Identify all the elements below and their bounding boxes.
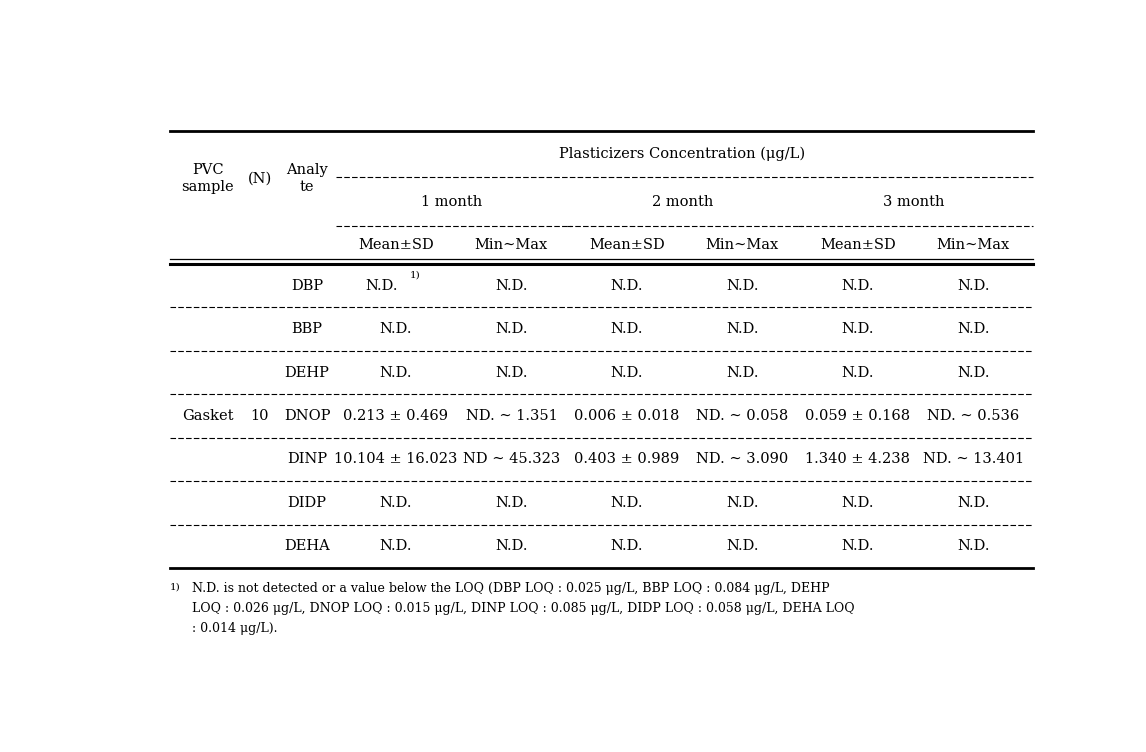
Text: N.D.: N.D. [611,539,643,553]
Text: ND. ∼ 0.536: ND. ∼ 0.536 [927,409,1019,423]
Text: Min∼Max: Min∼Max [474,238,548,252]
Text: N.D.: N.D. [366,279,398,293]
Text: N.D.: N.D. [957,539,989,553]
Text: Plasticizers Concentration (μg/L): Plasticizers Concentration (μg/L) [559,147,806,161]
Text: DINP: DINP [286,453,327,466]
Text: N.D.: N.D. [495,539,527,553]
Text: ND. ∼ 0.058: ND. ∼ 0.058 [696,409,788,423]
Text: N.D.: N.D. [841,279,874,293]
Text: 1.340 ± 4.238: 1.340 ± 4.238 [806,453,910,466]
Text: N.D. is not detected or a value below the LOQ (DBP LOQ : 0.025 μg/L, BBP LOQ : 0: N.D. is not detected or a value below th… [193,582,855,635]
Text: N.D.: N.D. [495,322,527,336]
Text: DNOP: DNOP [284,409,330,423]
Text: 0.213 ± 0.469: 0.213 ± 0.469 [344,409,448,423]
Text: N.D.: N.D. [957,496,989,510]
Text: Mean±SD: Mean±SD [819,238,896,252]
Text: N.D.: N.D. [727,322,759,336]
Text: N.D.: N.D. [957,322,989,336]
Text: BBP: BBP [291,322,323,336]
Text: Min∼Max: Min∼Max [706,238,779,252]
Text: N.D.: N.D. [379,322,413,336]
Text: N.D.: N.D. [611,365,643,380]
Text: DEHP: DEHP [284,365,330,380]
Text: 10.104 ± 16.023: 10.104 ± 16.023 [335,453,457,466]
Text: 1): 1) [170,582,181,591]
Text: N.D.: N.D. [611,496,643,510]
Text: N.D.: N.D. [727,496,759,510]
Text: Min∼Max: Min∼Max [936,238,1010,252]
Text: ND. ∼ 3.090: ND. ∼ 3.090 [696,453,788,466]
Text: N.D.: N.D. [957,279,989,293]
Text: 1): 1) [410,271,421,280]
Text: ND. ∼ 1.351: ND. ∼ 1.351 [465,409,557,423]
Text: 2 month: 2 month [652,195,713,209]
Text: N.D.: N.D. [841,539,874,553]
Text: N.D.: N.D. [495,365,527,380]
Text: N.D.: N.D. [379,539,413,553]
Text: DEHA: DEHA [284,539,330,553]
Text: Gasket: Gasket [182,409,234,423]
Text: N.D.: N.D. [727,365,759,380]
Text: N.D.: N.D. [379,365,413,380]
Text: 0.059 ± 0.168: 0.059 ± 0.168 [806,409,910,423]
Text: 10: 10 [250,409,269,423]
Text: DIDP: DIDP [288,496,327,510]
Text: Analy
te: Analy te [286,163,328,194]
Text: DBP: DBP [291,279,323,293]
Text: 0.403 ± 0.989: 0.403 ± 0.989 [574,453,680,466]
Text: N.D.: N.D. [727,539,759,553]
Text: ND ∼ 45.323: ND ∼ 45.323 [463,453,560,466]
Text: 1 month: 1 month [421,195,482,209]
Text: ND. ∼ 13.401: ND. ∼ 13.401 [923,453,1023,466]
Text: 3 month: 3 month [882,195,944,209]
Text: N.D.: N.D. [957,365,989,380]
Text: N.D.: N.D. [841,322,874,336]
Text: PVC
sample: PVC sample [181,163,234,194]
Text: (N): (N) [248,171,272,186]
Text: N.D.: N.D. [379,496,413,510]
Text: N.D.: N.D. [841,496,874,510]
Text: N.D.: N.D. [727,279,759,293]
Text: 0.006 ± 0.018: 0.006 ± 0.018 [574,409,680,423]
Text: N.D.: N.D. [495,279,527,293]
Text: Mean±SD: Mean±SD [589,238,665,252]
Text: N.D.: N.D. [611,279,643,293]
Text: N.D.: N.D. [841,365,874,380]
Text: Mean±SD: Mean±SD [358,238,434,252]
Text: N.D.: N.D. [611,322,643,336]
Text: N.D.: N.D. [495,496,527,510]
